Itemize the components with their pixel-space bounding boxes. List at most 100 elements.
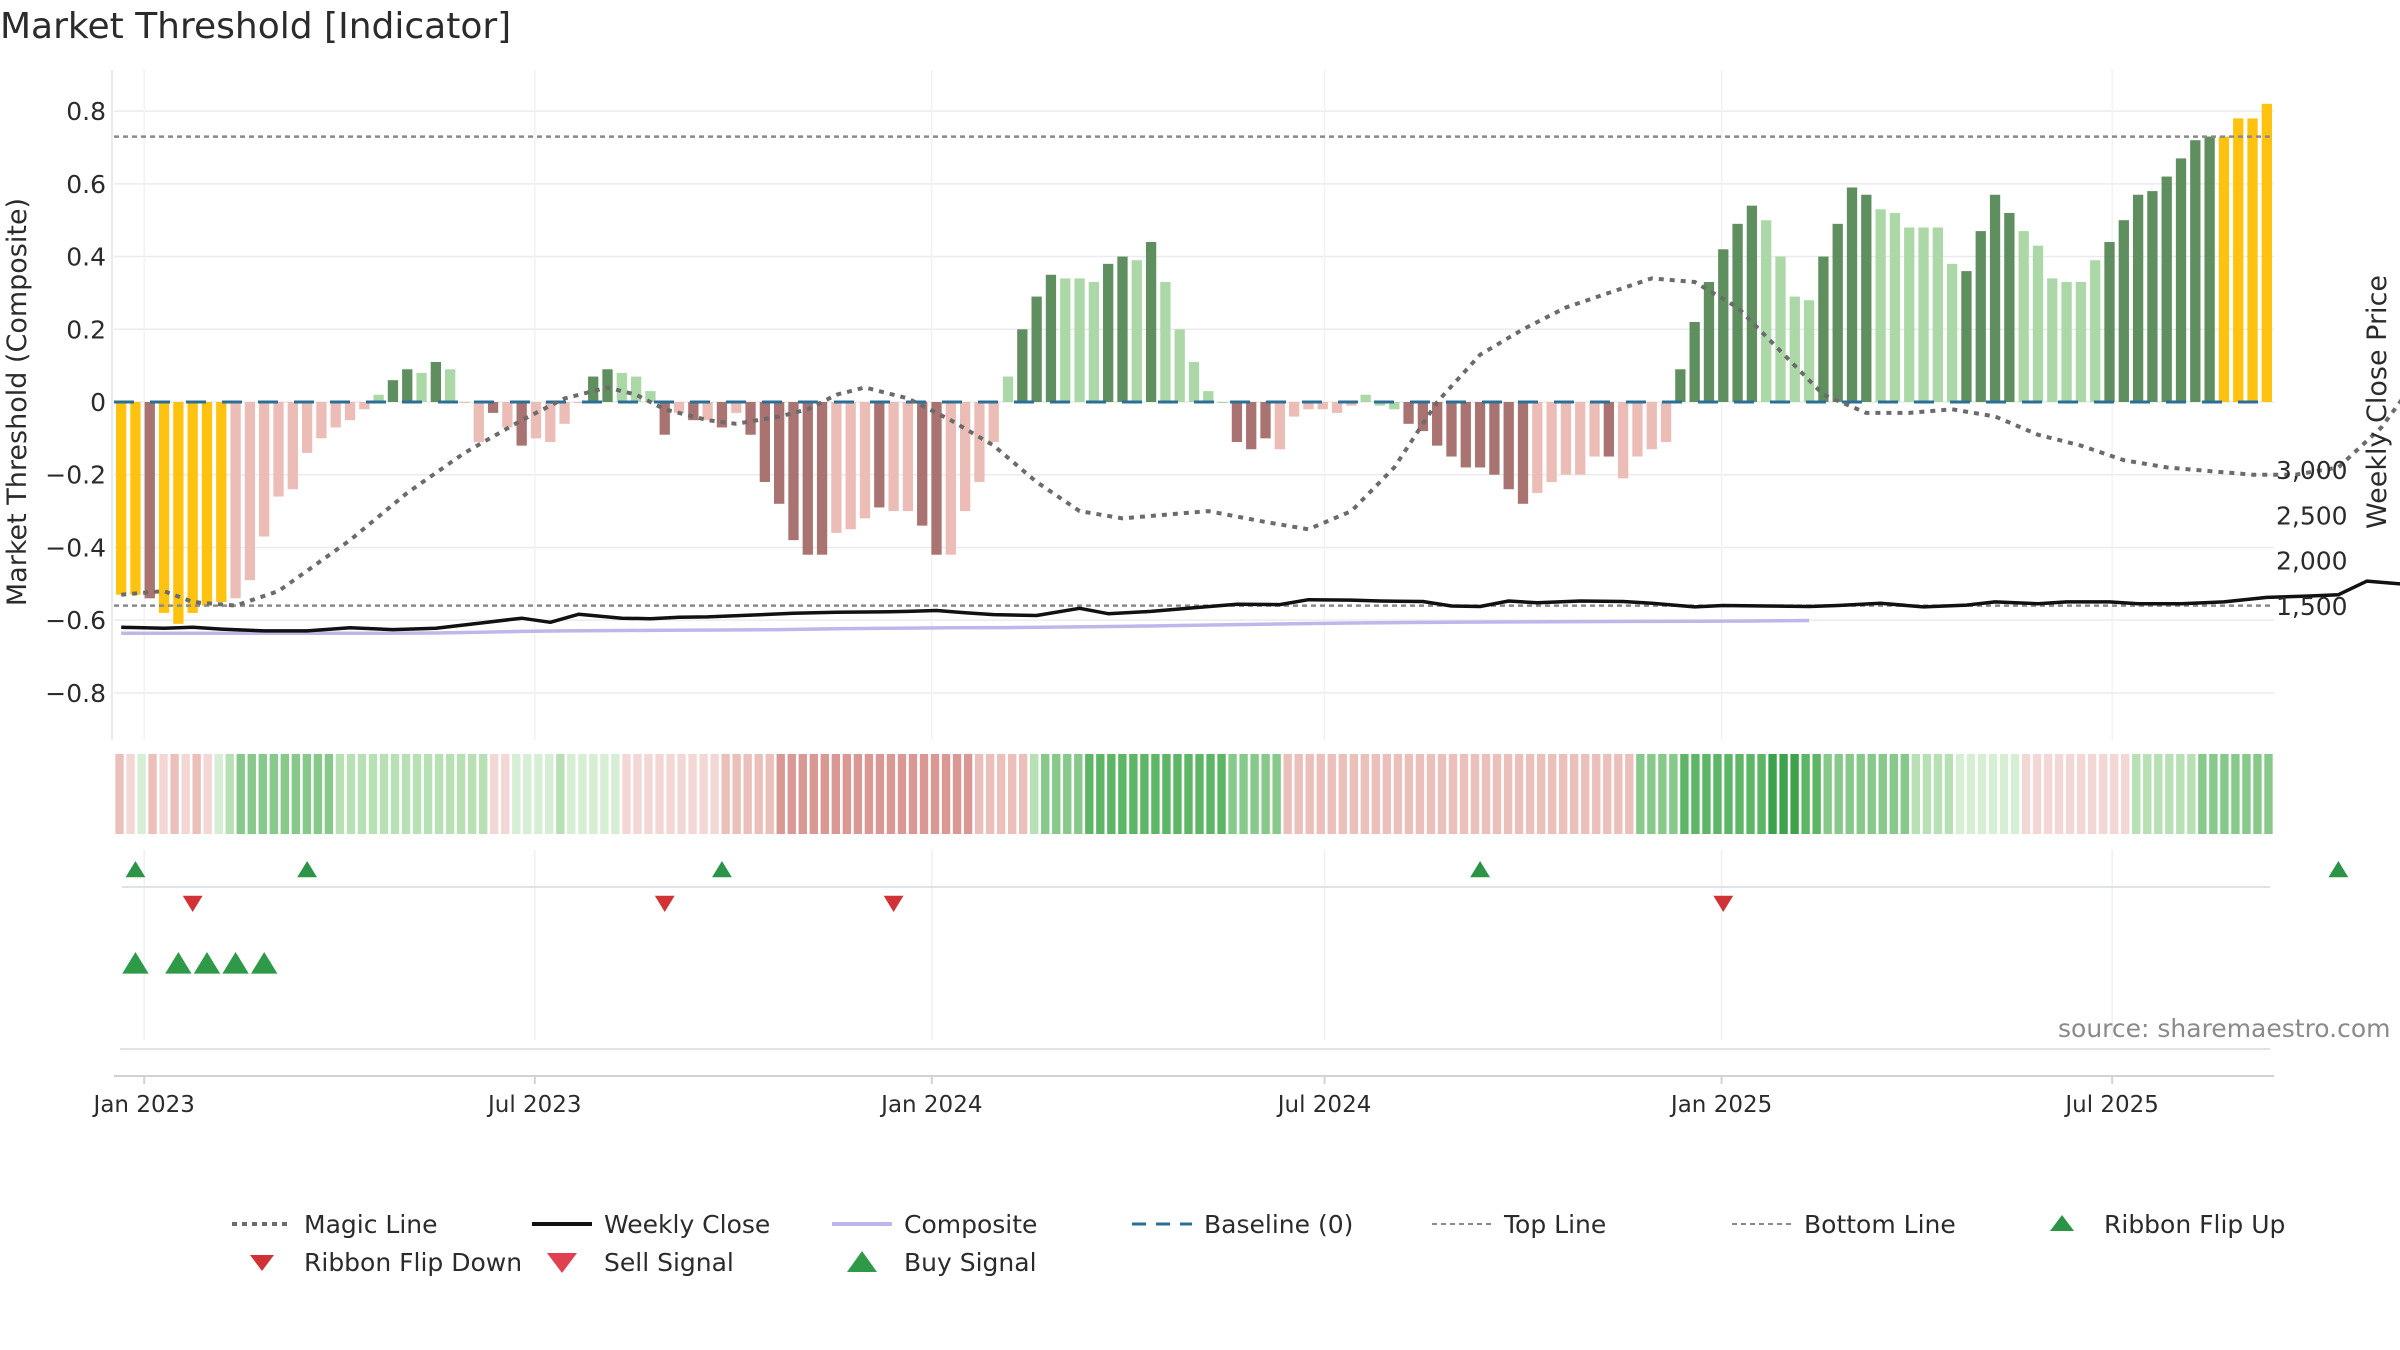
composite-bar [2175,158,2187,402]
ribbon-cell [1878,754,1887,834]
ribbon-cell [985,754,995,834]
composite-bar [845,402,856,530]
composite-bar [1875,209,1886,402]
ribbon-strip [115,754,2273,834]
composite-bar [1789,296,1800,402]
ribbon-cell [1724,754,1733,834]
composite-bar [530,402,542,439]
ribbon-cell [1360,754,1370,834]
ribbon-cell [721,754,730,834]
ribbon-cell [699,754,708,834]
baseline-swatch [1132,1222,1192,1226]
ribbon-cell [126,754,135,834]
ribbon-cell [2021,754,2031,834]
ribbon-cell [1107,754,1116,834]
y2-tick-label: 2,000 [2276,547,2348,576]
composite-bar [2247,118,2258,402]
legend-item-ribbon-flip-down: Ribbon Flip Down [230,1244,522,1280]
ribbon-cell [1437,754,1447,834]
ribbon-cell [831,754,841,834]
ribbon-flip-down-icon [250,1255,274,1271]
composite-bar [931,402,942,555]
composite-bar [373,394,384,402]
ribbon-cell [280,754,290,834]
ribbon-cell [2076,754,2086,834]
composite-bar [416,372,427,402]
composite-bar [1260,402,1271,439]
ribbon-cell [379,754,389,834]
composite-bar [2161,176,2172,402]
ribbon-cell [478,754,488,834]
ribbon-cell [1338,754,1347,834]
ribbon-cell [1911,754,1921,834]
composite-bar [1675,369,1686,402]
composite-bar [816,402,828,555]
composite-bar [2090,260,2101,402]
ribbon-cell [1570,754,1579,834]
ribbon-cell [214,754,223,834]
composite-bar [759,402,771,482]
composite-bar [588,376,599,402]
ribbon-cell [1448,754,1458,834]
composite-bar [1904,227,1915,402]
ribbon-cell [886,754,896,834]
ribbon-cell [2242,754,2251,834]
composite-bar [1303,402,1314,410]
composite-bar [330,402,341,428]
ribbon-cell [875,754,885,834]
composite-bar [173,402,184,624]
ribbon-cell [1085,754,1094,834]
composite-bar [301,402,313,453]
composite-bar [1346,402,1357,406]
composite-bar [502,402,513,428]
composite-bar [1489,402,1500,475]
ribbon-cell [313,754,323,834]
composite-bar [273,402,284,497]
ribbon-cell [192,754,201,834]
ribbon-cell [897,754,907,834]
composite-bar [988,402,999,442]
ribbon-cell [1955,754,1965,834]
composite-bar [888,402,899,512]
ribbon-cell [864,754,874,834]
ribbon-cell [1393,754,1403,834]
ribbon-cell [181,754,190,834]
ribbon-cell [159,754,168,834]
ribbon-cell [1812,754,1821,834]
ribbon-cell [1834,754,1843,834]
ribbon-cell [578,754,587,834]
ribbon-cell [1052,754,1061,834]
composite-bar [731,402,742,413]
composite-bars [116,103,2272,624]
ribbon-flip-down-marker [883,895,904,912]
ribbon-cell [1228,754,1237,834]
ribbon-cell [677,754,686,834]
bottom-line-swatch [1732,1223,1792,1225]
ribbon-cell [952,754,962,834]
ribbon-cell [1944,754,1954,834]
composite-bar [230,402,241,599]
composite-bar [2233,118,2244,402]
ribbon-cell [523,754,532,834]
composite-bar [874,402,885,508]
ribbon-cell [1999,754,2009,834]
ribbon-cell [1779,754,1788,834]
ribbon-cell [1140,754,1149,834]
ribbon-cell [1063,754,1072,834]
composite-bar [359,402,370,410]
ribbon-cell [666,754,675,834]
ribbon-cell [1702,754,1711,834]
composite-bar [387,380,399,402]
ribbon-flip-up-marker [1470,861,1490,878]
ribbon-cell [1592,754,1601,834]
ribbon-cell [1856,754,1865,834]
ribbon-cell [1614,754,1623,834]
legend-label: Buy Signal [904,1247,1037,1277]
ribbon-cell [754,754,763,834]
composite-bar [1946,263,1958,402]
ribbon-cell [556,754,565,834]
y2-axis-label: Weekly Close Price [2362,275,2393,529]
composite-bar [1832,223,1843,402]
composite-bar [216,402,227,602]
